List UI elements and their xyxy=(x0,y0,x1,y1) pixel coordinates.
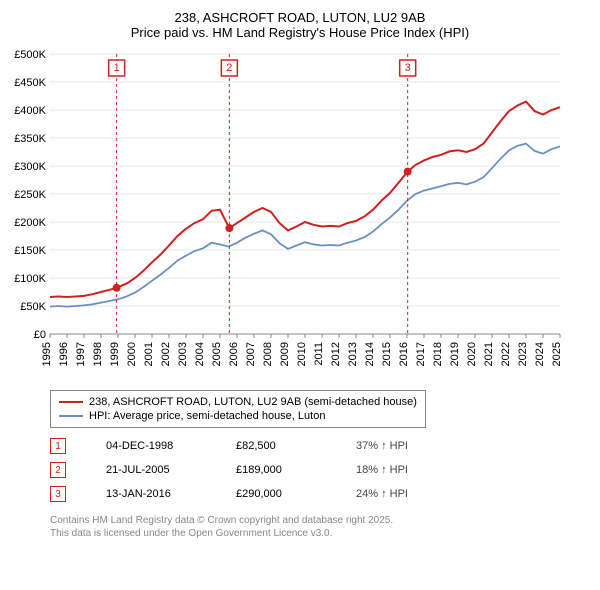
svg-text:£400K: £400K xyxy=(14,105,46,117)
svg-text:2021: 2021 xyxy=(483,342,495,366)
row-delta: 18% ↑ HPI xyxy=(356,464,408,476)
row-price: £290,000 xyxy=(236,488,316,500)
svg-text:1995: 1995 xyxy=(41,342,53,366)
svg-text:£50K: £50K xyxy=(20,301,46,313)
svg-text:1997: 1997 xyxy=(75,342,87,366)
row-marker: 3 xyxy=(50,486,66,502)
sales-table: 1 04-DEC-1998 £82,500 37% ↑ HPI 2 21-JUL… xyxy=(50,434,590,506)
svg-text:1999: 1999 xyxy=(109,342,121,366)
legend-swatch-blue xyxy=(59,415,83,417)
row-price: £189,000 xyxy=(236,464,316,476)
svg-text:2003: 2003 xyxy=(177,342,189,366)
svg-text:2006: 2006 xyxy=(228,342,240,366)
svg-text:2004: 2004 xyxy=(194,342,206,366)
svg-text:2024: 2024 xyxy=(534,342,546,366)
row-date: 04-DEC-1998 xyxy=(106,440,196,452)
svg-text:£150K: £150K xyxy=(14,245,46,257)
legend-label-red: 238, ASHCROFT ROAD, LUTON, LU2 9AB (semi… xyxy=(89,396,417,408)
chart-title: 238, ASHCROFT ROAD, LUTON, LU2 9AB Price… xyxy=(10,10,590,40)
row-price: £82,500 xyxy=(236,440,316,452)
title-line2: Price paid vs. HM Land Registry's House … xyxy=(10,25,590,40)
row-date: 21-JUL-2005 xyxy=(106,464,196,476)
svg-text:£300K: £300K xyxy=(14,161,46,173)
row-delta: 37% ↑ HPI xyxy=(356,440,408,452)
footer-line1: Contains HM Land Registry data © Crown c… xyxy=(50,514,590,527)
svg-text:2022: 2022 xyxy=(500,342,512,366)
legend-swatch-red xyxy=(59,401,83,403)
svg-text:2013: 2013 xyxy=(347,342,359,366)
footer: Contains HM Land Registry data © Crown c… xyxy=(50,514,590,540)
svg-text:£250K: £250K xyxy=(14,189,46,201)
svg-text:2007: 2007 xyxy=(245,342,257,366)
svg-text:2018: 2018 xyxy=(432,342,444,366)
svg-text:2015: 2015 xyxy=(381,342,393,366)
legend-row-blue: HPI: Average price, semi-detached house,… xyxy=(59,409,417,423)
row-delta: 24% ↑ HPI xyxy=(356,488,408,500)
table-row: 3 13-JAN-2016 £290,000 24% ↑ HPI xyxy=(50,482,590,506)
svg-text:2014: 2014 xyxy=(364,342,376,366)
svg-text:£100K: £100K xyxy=(14,273,46,285)
svg-text:£0: £0 xyxy=(34,329,46,341)
svg-text:2012: 2012 xyxy=(330,342,342,366)
svg-text:2009: 2009 xyxy=(279,342,291,366)
svg-text:£500K: £500K xyxy=(14,49,46,61)
svg-text:2008: 2008 xyxy=(262,342,274,366)
footer-line2: This data is licensed under the Open Gov… xyxy=(50,527,590,540)
svg-text:2: 2 xyxy=(226,62,232,74)
row-marker: 2 xyxy=(50,462,66,478)
legend-row-red: 238, ASHCROFT ROAD, LUTON, LU2 9AB (semi… xyxy=(59,395,417,409)
svg-text:2020: 2020 xyxy=(466,342,478,366)
table-row: 1 04-DEC-1998 £82,500 37% ↑ HPI xyxy=(50,434,590,458)
legend-label-blue: HPI: Average price, semi-detached house,… xyxy=(89,410,325,422)
svg-text:2016: 2016 xyxy=(398,342,410,366)
svg-text:2000: 2000 xyxy=(126,342,138,366)
svg-text:2017: 2017 xyxy=(415,342,427,366)
row-date: 13-JAN-2016 xyxy=(106,488,196,500)
svg-text:2023: 2023 xyxy=(517,342,529,366)
svg-text:2002: 2002 xyxy=(160,342,172,366)
svg-text:2001: 2001 xyxy=(143,342,155,366)
svg-text:1998: 1998 xyxy=(92,342,104,366)
svg-text:£450K: £450K xyxy=(14,77,46,89)
svg-text:2011: 2011 xyxy=(313,342,325,366)
chart-svg: £0 £50K £100K £150K £200K £250K £300K £350K £400… xyxy=(10,44,570,384)
price-chart: £0 £50K £100K £150K £200K £250K £300K £350K £400… xyxy=(10,44,590,384)
svg-text:2025: 2025 xyxy=(551,342,563,366)
legend: 238, ASHCROFT ROAD, LUTON, LU2 9AB (semi… xyxy=(50,390,426,428)
svg-text:2019: 2019 xyxy=(449,342,461,366)
row-marker: 1 xyxy=(50,438,66,454)
svg-text:£200K: £200K xyxy=(14,217,46,229)
svg-text:2005: 2005 xyxy=(211,342,223,366)
table-row: 2 21-JUL-2005 £189,000 18% ↑ HPI xyxy=(50,458,590,482)
svg-text:1: 1 xyxy=(114,62,120,74)
svg-text:3: 3 xyxy=(405,62,411,74)
svg-text:1996: 1996 xyxy=(58,342,70,366)
title-line1: 238, ASHCROFT ROAD, LUTON, LU2 9AB xyxy=(10,10,590,25)
svg-text:2010: 2010 xyxy=(296,342,308,366)
svg-text:£350K: £350K xyxy=(14,133,46,145)
